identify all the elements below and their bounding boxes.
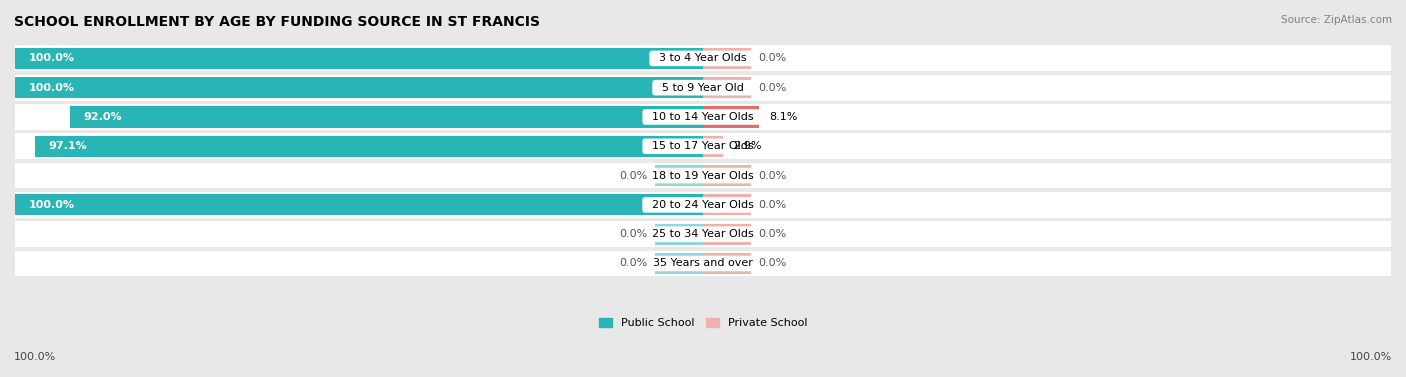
Text: 92.0%: 92.0% [84,112,122,122]
Bar [703,194,751,215]
Text: 0.0%: 0.0% [758,83,786,93]
Bar [15,46,1391,71]
Bar [15,75,1391,101]
Text: 0.0%: 0.0% [758,259,786,268]
Text: 8.1%: 8.1% [769,112,797,122]
Text: Source: ZipAtlas.com: Source: ZipAtlas.com [1281,15,1392,25]
Text: SCHOOL ENROLLMENT BY AGE BY FUNDING SOURCE IN ST FRANCIS: SCHOOL ENROLLMENT BY AGE BY FUNDING SOUR… [14,15,540,29]
Text: 5 to 9 Year Old: 5 to 9 Year Old [655,83,751,93]
Bar [655,165,703,186]
Bar [15,251,1391,276]
Text: 3 to 4 Year Olds: 3 to 4 Year Olds [652,54,754,63]
Bar [703,136,723,157]
Bar [15,221,1391,247]
Bar [15,77,703,98]
Bar [70,106,703,127]
Text: 0.0%: 0.0% [758,54,786,63]
Bar [703,106,759,127]
Text: 15 to 17 Year Olds: 15 to 17 Year Olds [645,141,761,151]
Bar [703,224,751,245]
Bar [703,77,751,98]
Bar [703,165,751,186]
Text: 0.0%: 0.0% [620,259,648,268]
Text: 0.0%: 0.0% [620,229,648,239]
Text: 100.0%: 100.0% [28,54,75,63]
Text: 0.0%: 0.0% [758,229,786,239]
Text: 100.0%: 100.0% [1350,352,1392,362]
Text: 100.0%: 100.0% [14,352,56,362]
Bar [15,104,1391,130]
Bar [655,224,703,245]
Bar [15,192,1391,218]
Bar [35,136,703,157]
Bar [703,253,751,274]
Text: 0.0%: 0.0% [620,170,648,181]
Text: 20 to 24 Year Olds: 20 to 24 Year Olds [645,200,761,210]
Bar [15,194,703,215]
Bar [15,48,703,69]
Text: 100.0%: 100.0% [28,200,75,210]
Text: 10 to 14 Year Olds: 10 to 14 Year Olds [645,112,761,122]
Text: 35 Years and over: 35 Years and over [647,259,759,268]
Text: 2.9%: 2.9% [734,141,762,151]
Text: 100.0%: 100.0% [28,83,75,93]
Bar [655,253,703,274]
Text: 97.1%: 97.1% [49,141,87,151]
Text: 0.0%: 0.0% [758,200,786,210]
Text: 18 to 19 Year Olds: 18 to 19 Year Olds [645,170,761,181]
Text: 25 to 34 Year Olds: 25 to 34 Year Olds [645,229,761,239]
Bar [703,48,751,69]
Bar [15,133,1391,159]
Text: 0.0%: 0.0% [758,170,786,181]
Bar [15,163,1391,188]
Legend: Public School, Private School: Public School, Private School [599,318,807,328]
